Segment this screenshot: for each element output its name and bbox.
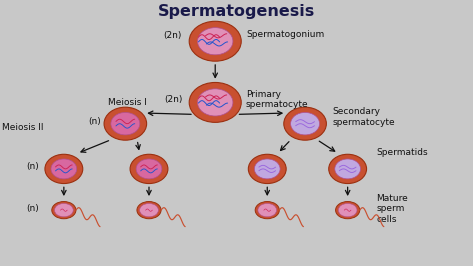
Ellipse shape [198, 89, 233, 116]
Ellipse shape [255, 202, 279, 219]
Ellipse shape [254, 159, 280, 179]
Ellipse shape [284, 107, 326, 140]
Ellipse shape [111, 113, 140, 135]
Text: Mature
sperm
cells: Mature sperm cells [376, 194, 408, 224]
Text: Spermatids: Spermatids [376, 148, 428, 157]
Ellipse shape [130, 154, 168, 184]
Ellipse shape [335, 159, 360, 179]
Ellipse shape [136, 159, 162, 179]
Ellipse shape [54, 203, 73, 217]
Text: (n): (n) [26, 204, 39, 213]
Text: Meiosis I: Meiosis I [108, 98, 147, 107]
Ellipse shape [198, 28, 233, 55]
Text: (2n): (2n) [165, 95, 183, 104]
Ellipse shape [104, 107, 147, 140]
Ellipse shape [52, 202, 76, 219]
Ellipse shape [140, 203, 158, 217]
Text: Meiosis II: Meiosis II [2, 123, 44, 132]
Text: (n): (n) [26, 162, 39, 171]
Ellipse shape [189, 82, 241, 122]
Text: Primary
spermatocyte: Primary spermatocyte [246, 90, 308, 109]
Text: Secondary
spermatocyte: Secondary spermatocyte [333, 107, 395, 127]
Ellipse shape [51, 159, 77, 179]
Ellipse shape [248, 154, 286, 184]
Text: (2n): (2n) [164, 31, 182, 40]
Ellipse shape [290, 113, 320, 135]
Ellipse shape [338, 203, 357, 217]
Ellipse shape [329, 154, 367, 184]
Text: Spermatogonium: Spermatogonium [246, 30, 324, 39]
Ellipse shape [335, 202, 359, 219]
Text: (n): (n) [88, 117, 101, 126]
Ellipse shape [137, 202, 161, 219]
Ellipse shape [258, 203, 277, 217]
Ellipse shape [45, 154, 83, 184]
Text: Spermatogenesis: Spermatogenesis [158, 4, 315, 19]
Ellipse shape [189, 21, 241, 61]
